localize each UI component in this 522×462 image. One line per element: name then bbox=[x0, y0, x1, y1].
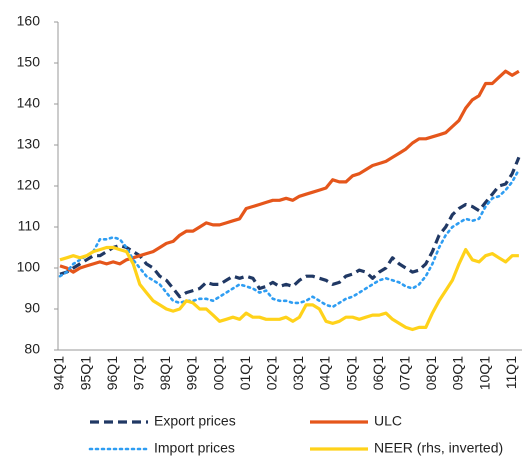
x-tick-label: 05Q1 bbox=[343, 356, 359, 390]
x-tick-label: 96Q1 bbox=[104, 356, 120, 390]
series-line bbox=[59, 156, 521, 299]
x-tick-label: 94Q1 bbox=[51, 356, 67, 390]
x-tick-label: 00Q1 bbox=[210, 356, 226, 390]
x-tick-label: 11Q1 bbox=[503, 356, 519, 389]
y-tick-label: 120 bbox=[17, 177, 41, 193]
series-line bbox=[58, 168, 521, 309]
x-tick-label: 08Q1 bbox=[423, 356, 439, 390]
legend-label: Export prices bbox=[154, 413, 236, 429]
y-tick-label: 160 bbox=[17, 13, 41, 29]
y-tick-label: 110 bbox=[18, 218, 41, 234]
x-tick-label: 02Q1 bbox=[264, 356, 280, 390]
x-tick-label: 04Q1 bbox=[317, 356, 333, 390]
x-tick-label: 06Q1 bbox=[370, 356, 386, 390]
x-tick-label: 09Q1 bbox=[450, 356, 466, 390]
x-tick-label: 98Q1 bbox=[157, 356, 173, 390]
legend-label: NEER (rhs, inverted) bbox=[374, 440, 503, 456]
x-tick-label: 07Q1 bbox=[397, 356, 413, 390]
x-tick-label: 10Q1 bbox=[476, 356, 492, 390]
y-tick-label: 80 bbox=[24, 341, 40, 357]
x-tick-label: 97Q1 bbox=[131, 356, 147, 390]
x-tick-label: 99Q1 bbox=[184, 356, 200, 390]
series-line bbox=[59, 69, 520, 274]
y-tick-label: 100 bbox=[17, 259, 41, 275]
x-tick-label: 01Q1 bbox=[237, 356, 253, 390]
legend-label: Import prices bbox=[154, 440, 235, 456]
y-tick-label: 130 bbox=[17, 136, 41, 152]
series-line bbox=[59, 245, 519, 332]
x-tick-label: 95Q1 bbox=[77, 356, 93, 390]
legend-label: ULC bbox=[374, 413, 402, 429]
x-tick-label: 03Q1 bbox=[290, 356, 306, 390]
y-tick-label: 90 bbox=[24, 300, 40, 316]
y-tick-label: 150 bbox=[17, 54, 41, 70]
y-tick-label: 140 bbox=[17, 95, 41, 111]
